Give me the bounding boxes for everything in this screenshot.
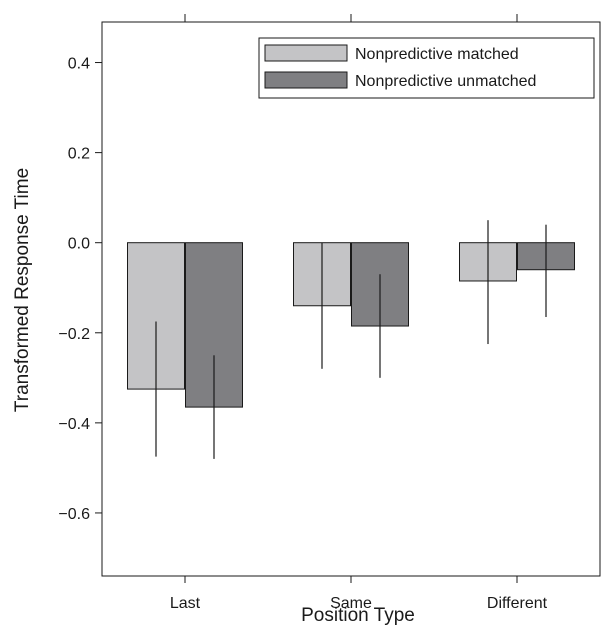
legend-swatch-unmatched bbox=[264, 71, 348, 89]
x-tick-label: Same bbox=[330, 595, 372, 612]
y-tick-label: 0.4 bbox=[68, 56, 90, 73]
y-axis: 0.4 0.2 0.0 −0.2 −0.4 −0.6 bbox=[58, 56, 102, 523]
bars-group bbox=[127, 242, 575, 408]
legend-swatch-matched bbox=[264, 44, 348, 62]
y-axis-title: Transformed Response Time bbox=[12, 168, 33, 412]
y-tick-label: 0.2 bbox=[68, 146, 90, 163]
x-tick-label: Last bbox=[170, 595, 201, 612]
x-axis-title: Position Type bbox=[301, 605, 415, 626]
y-tick-label: −0.4 bbox=[58, 416, 90, 433]
legend-label-matched: Nonpredictive matched bbox=[355, 46, 519, 63]
legend-label-unmatched: Nonpredictive unmatched bbox=[355, 73, 536, 90]
y-tick-label: 0.0 bbox=[68, 236, 90, 253]
y-tick-label: −0.2 bbox=[58, 326, 90, 343]
legend: Nonpredictive matched Nonpredictive unma… bbox=[258, 37, 595, 99]
y-tick-label: −0.6 bbox=[58, 506, 90, 523]
error-bars-group bbox=[155, 220, 547, 459]
x-axis: Last Same Different bbox=[170, 576, 548, 612]
top-axis-ticks bbox=[184, 14, 518, 22]
x-tick-label: Different bbox=[487, 595, 548, 612]
